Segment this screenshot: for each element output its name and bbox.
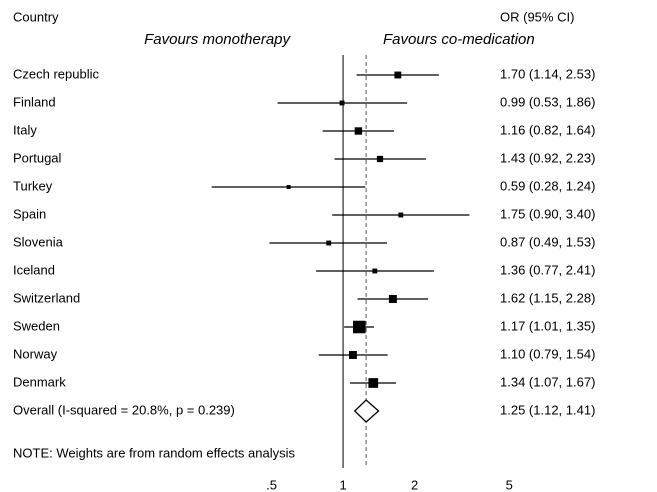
value-label: 0.99 (0.53, 1.86) <box>500 94 595 109</box>
country-label: Turkey <box>13 178 53 193</box>
country-label: Iceland <box>13 262 55 277</box>
overall-diamond <box>353 399 380 423</box>
value-label: 1.16 (0.82, 1.64) <box>500 122 595 137</box>
estimate-box <box>372 268 378 274</box>
estimate-box <box>388 295 397 303</box>
value-label: 1.17 (1.01, 1.35) <box>500 318 595 333</box>
country-label: Sweden <box>13 318 60 333</box>
country-label: Italy <box>13 122 37 137</box>
country-label: Slovenia <box>13 234 64 249</box>
estimate-box <box>326 240 332 246</box>
country-label: Finland <box>13 94 56 109</box>
left-label: Favours monotherapy <box>144 31 291 48</box>
estimate-box <box>339 100 345 106</box>
estimate-box <box>394 71 402 79</box>
x-tick-label: 5 <box>506 477 513 492</box>
x-tick-label: .5 <box>266 477 277 492</box>
value-label: 1.75 (0.90, 3.40) <box>500 206 595 221</box>
right-label: Favours co-medication <box>383 31 535 48</box>
value-label: 0.59 (0.28, 1.24) <box>500 178 595 193</box>
value-label: 1.70 (1.14, 2.53) <box>500 66 595 81</box>
estimate-box <box>398 212 404 218</box>
value-label: 1.62 (1.15, 2.28) <box>500 290 595 305</box>
value-label: 1.43 (0.92, 2.23) <box>500 150 595 165</box>
country-label: Czech republic <box>13 66 99 81</box>
estimate-box <box>354 127 363 135</box>
value-label: 1.34 (1.07, 1.67) <box>500 374 595 389</box>
note: NOTE: Weights are from random effects an… <box>13 445 296 460</box>
x-tick-label: 2 <box>411 477 418 492</box>
value-label: 0.87 (0.49, 1.53) <box>500 234 595 249</box>
x-tick-label: 1 <box>339 477 346 492</box>
estimate-box <box>353 320 366 334</box>
estimate-box <box>368 378 379 388</box>
estimate-box <box>376 155 384 163</box>
overall-label: Overall (I-squared = 20.8%, p = 0.239) <box>13 402 235 417</box>
country-label: Spain <box>13 206 46 221</box>
country-label: Portugal <box>13 150 62 165</box>
header-left: Country <box>13 9 59 24</box>
estimate-box <box>286 185 291 189</box>
country-label: Norway <box>13 346 58 361</box>
country-label: Switzerland <box>13 290 80 305</box>
estimate-box <box>348 351 357 359</box>
overall-value-label: 1.25 (1.12, 1.41) <box>500 402 595 417</box>
country-label: Denmark <box>13 374 66 389</box>
value-label: 1.10 (0.79, 1.54) <box>500 346 595 361</box>
header-right: OR (95% CI) <box>500 9 574 24</box>
value-label: 1.36 (0.77, 2.41) <box>500 262 595 277</box>
